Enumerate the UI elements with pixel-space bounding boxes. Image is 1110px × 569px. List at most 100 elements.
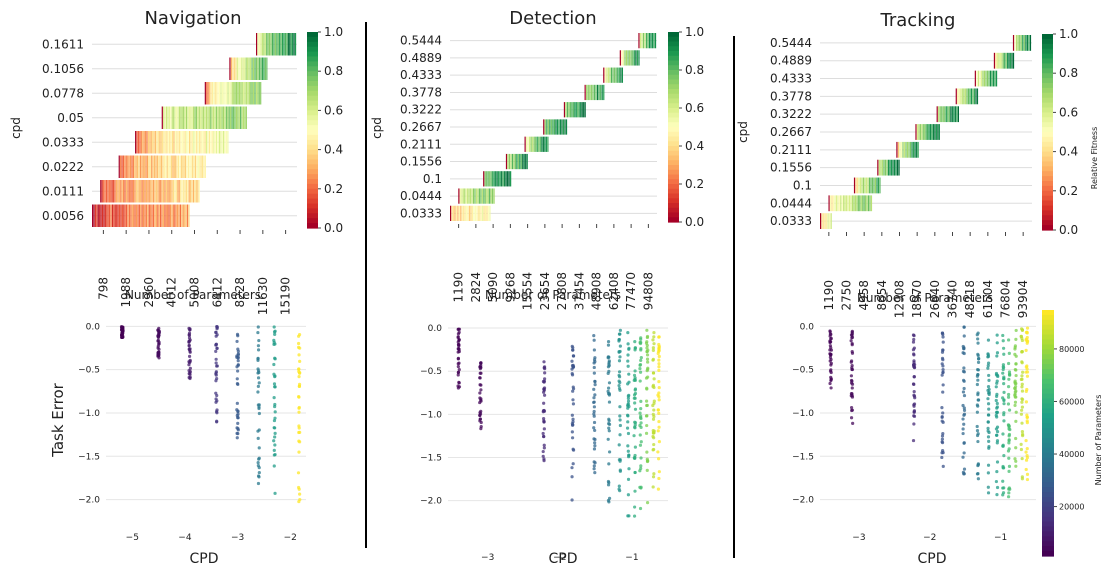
heatmap-cell: [214, 131, 216, 154]
heatmap-cell: [164, 131, 167, 154]
heatmap-cell: [172, 180, 175, 203]
heatmap-cell: [266, 57, 268, 80]
scatter-point: [214, 361, 218, 365]
scatter-point: [273, 332, 277, 336]
heatmap-cell: [468, 188, 470, 204]
heatmap-cell: [1029, 35, 1032, 51]
heatmap-cell: [482, 205, 484, 221]
heatmap-cell: [143, 204, 145, 227]
heatmap-cell: [166, 155, 168, 178]
heatmap-cell: [486, 205, 488, 221]
heatmap-cell: [201, 131, 203, 154]
heatmap-cell: [171, 131, 174, 154]
scatter-point: [1007, 491, 1011, 495]
heatmap-cell: [487, 205, 490, 221]
scatter-point: [215, 324, 219, 329]
y-tick-label: −1.0: [792, 409, 814, 419]
colorbar-segment: [668, 193, 679, 199]
heatmap-cell: [863, 195, 865, 212]
colorbar-segment: [1042, 541, 1054, 547]
xlabel-tracking: Number of Parameters: [857, 291, 993, 305]
heatmap-cell: [630, 50, 632, 66]
colorbar-segment: [1042, 92, 1053, 99]
heatmap-cell: [141, 155, 143, 178]
scatter-point: [214, 371, 218, 375]
heatmap-cell: [487, 188, 489, 204]
heatmap-cell: [561, 119, 563, 135]
heatmap-cell: [125, 155, 127, 178]
scatter-point: [632, 456, 636, 460]
scatter-point: [1002, 454, 1006, 458]
scatter-point: [542, 401, 546, 405]
scatter-point: [1002, 419, 1006, 423]
y-tick-label: −1.0: [78, 409, 100, 419]
scatter-point: [592, 371, 596, 375]
heatmap-cell: [473, 205, 475, 221]
scatter-point: [626, 364, 630, 368]
scatter-point: [1014, 410, 1018, 414]
y-tick-label: 0.1: [793, 178, 812, 192]
heatmap-cell: [292, 33, 294, 56]
scatter-point: [941, 348, 945, 352]
heatmap-cell: [470, 205, 472, 221]
colorbar-tick-label: 0.2: [1059, 184, 1078, 198]
scatter-point: [272, 418, 277, 423]
scatter-point: [849, 405, 854, 410]
heatmap-cell: [612, 67, 614, 83]
heatmap-cell: [956, 106, 958, 123]
heatmap-cell: [160, 131, 162, 154]
scatter-point: [962, 346, 966, 351]
heatmap-cell: [941, 106, 943, 123]
colorbar-segment: [1042, 501, 1054, 508]
heatmap-cell: [853, 177, 856, 194]
scatter-point: [1025, 374, 1030, 378]
scatter-point: [626, 353, 630, 357]
scatter-point: [456, 335, 460, 339]
heatmap-cell: [194, 180, 196, 203]
heatmap-cell: [180, 131, 182, 154]
heatmap-cell: [117, 180, 119, 203]
colorbar-segment: [1042, 78, 1053, 84]
scatter-point: [257, 446, 261, 450]
heatmap-cell: [225, 131, 228, 154]
heatmap-cell: [476, 205, 478, 221]
scatter-point: [657, 362, 661, 366]
scatter-point: [187, 339, 192, 343]
scatter-point: [298, 430, 302, 434]
x-tick-label: 2960: [142, 277, 156, 308]
scatter-point: [633, 514, 637, 518]
heatmap-cell: [211, 131, 213, 154]
colorbar-segment: [1042, 220, 1053, 226]
scatter-point: [187, 331, 192, 335]
scatter-point: [1001, 486, 1005, 490]
xlabel-detection: Number of Parameters: [485, 288, 621, 302]
scatter-point: [626, 431, 631, 436]
scatter-point: [606, 343, 611, 347]
heatmap-cell: [140, 131, 142, 154]
scatter-point: [849, 378, 854, 383]
x-tick-label: 9268: [503, 272, 517, 303]
scatter-point: [912, 334, 916, 338]
scatter-point: [1007, 427, 1011, 431]
x-tick-label: −3: [852, 533, 865, 543]
scatter-point: [456, 370, 460, 375]
scatter-point: [639, 348, 643, 352]
heatmap-cell: [190, 131, 192, 154]
colorbar-segment: [1042, 442, 1054, 449]
scatter-point: [541, 449, 545, 454]
scatter-point: [627, 346, 631, 350]
scatter-point: [1020, 389, 1025, 393]
heatmap-cell: [189, 155, 191, 178]
colorbar-segment: [1042, 63, 1053, 69]
y-tick-label: 0.2111: [400, 137, 442, 151]
scatter-point: [962, 413, 966, 417]
heatmap-cell: [253, 82, 255, 105]
y-tick-label: 0.0: [800, 322, 815, 332]
scatter-point: [257, 428, 261, 432]
scatter-point: [1025, 447, 1029, 451]
heatmap-cell: [169, 155, 171, 178]
scatter-point: [592, 348, 596, 352]
heatmap-cell: [1020, 35, 1022, 51]
heatmap-cell: [258, 57, 261, 80]
heatmap-cell: [182, 180, 185, 203]
